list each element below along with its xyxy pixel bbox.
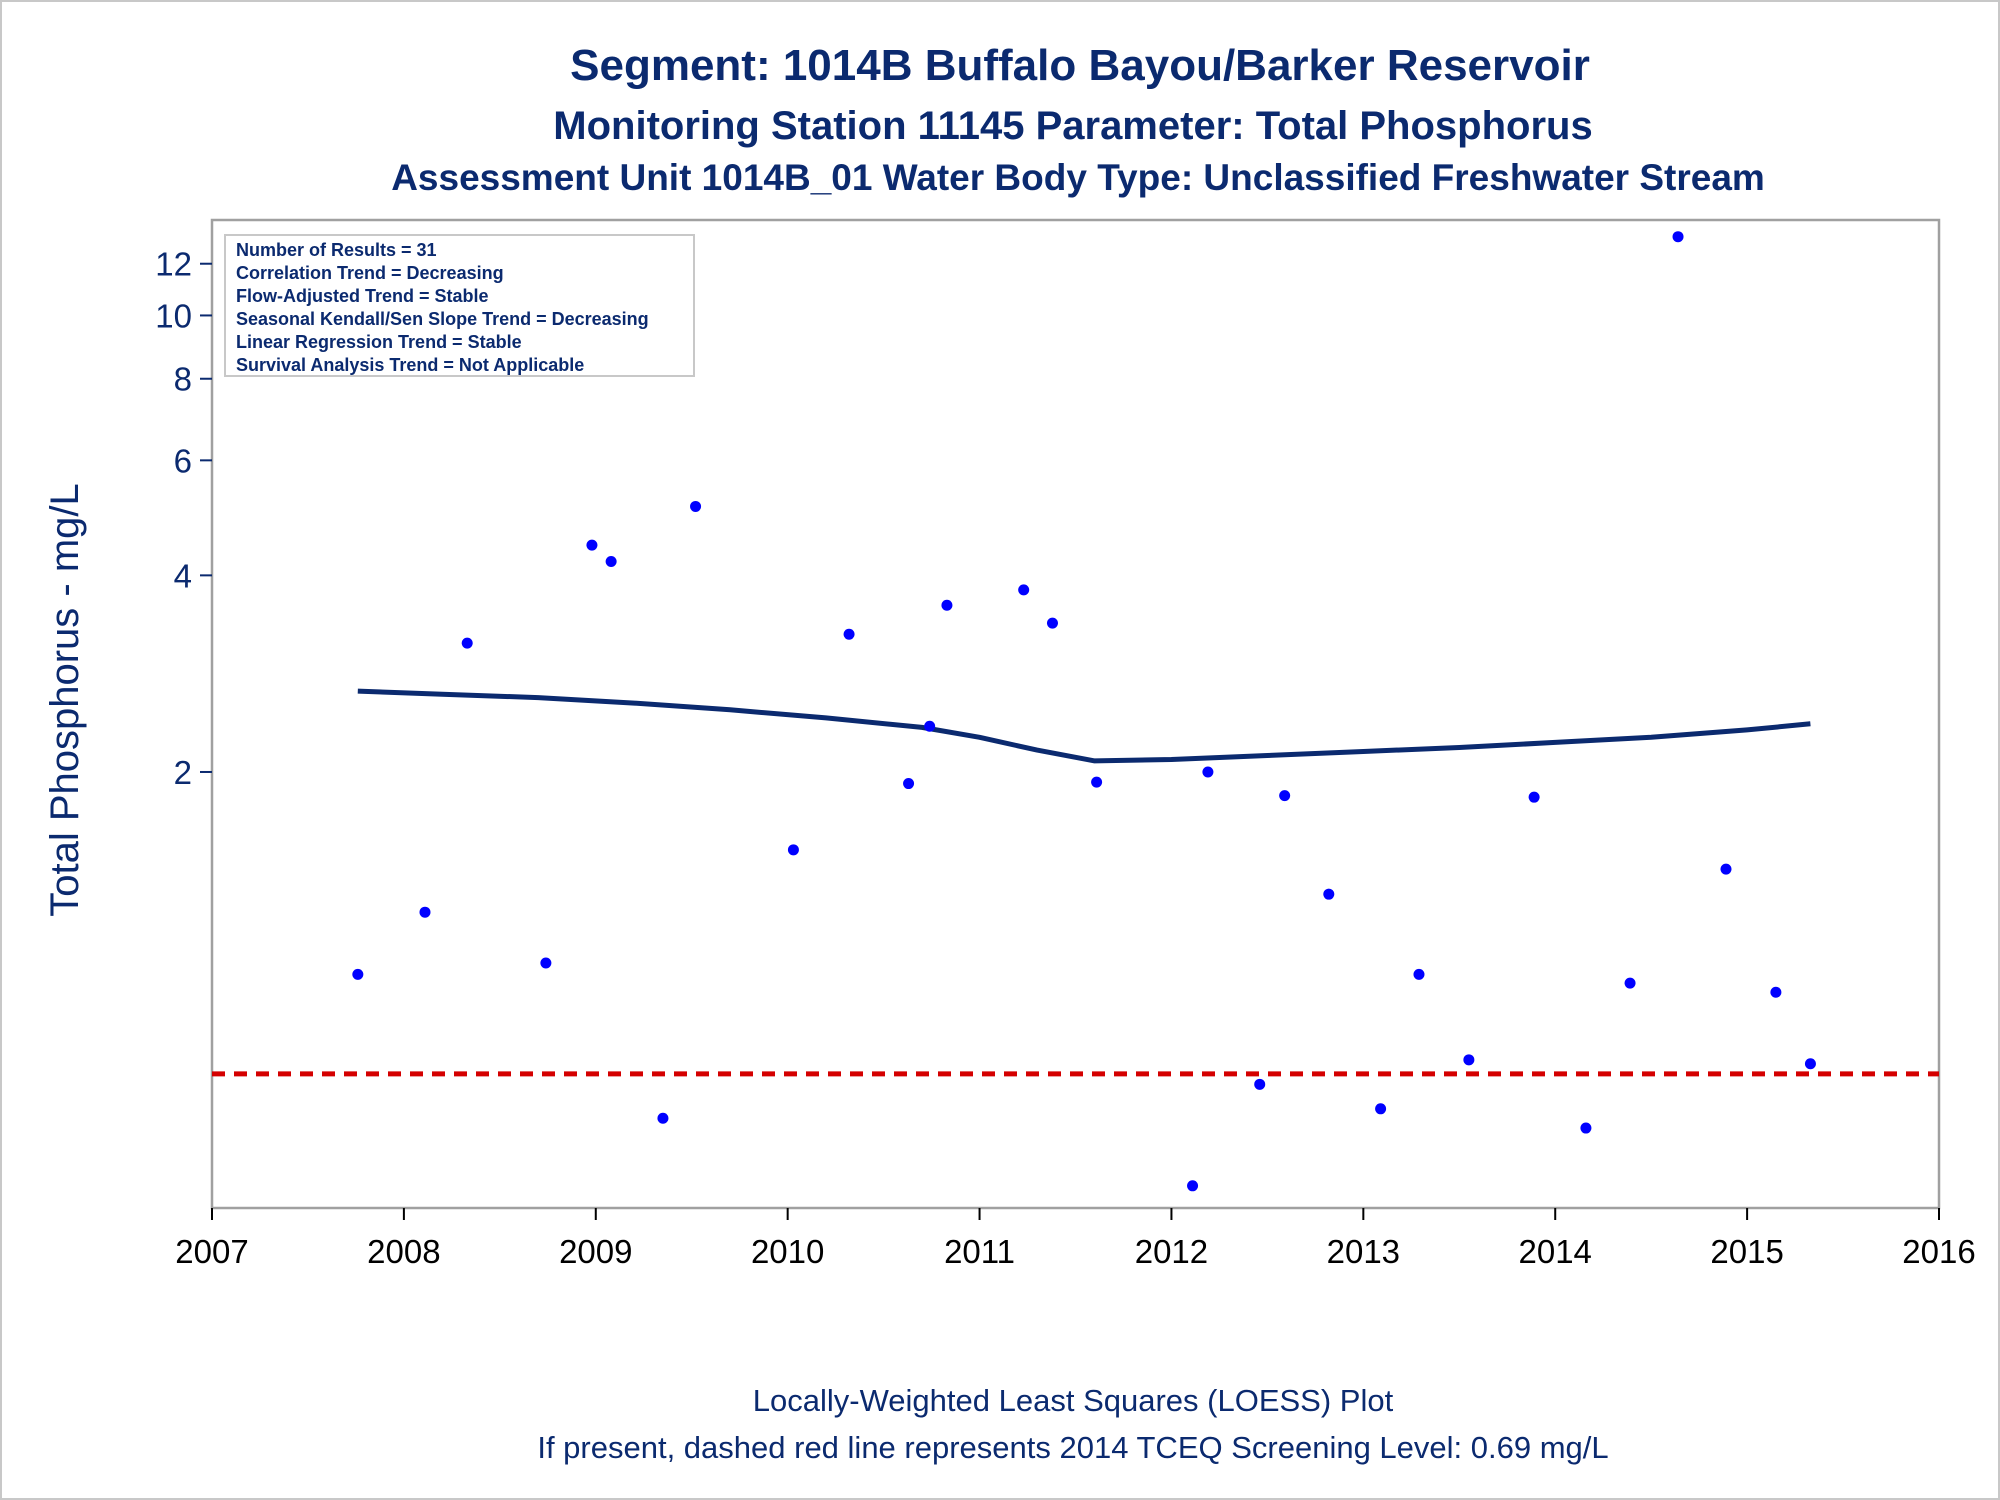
data-point bbox=[924, 720, 936, 732]
trend-summary-line: Linear Regression Trend = Stable bbox=[236, 332, 522, 352]
data-point bbox=[1804, 1058, 1816, 1070]
x-tick-label: 2010 bbox=[751, 1233, 824, 1270]
footnote-screening: If present, dashed red line represents 2… bbox=[537, 1430, 1608, 1465]
data-point bbox=[1018, 584, 1030, 596]
data-point bbox=[1279, 790, 1291, 802]
data-point bbox=[586, 539, 598, 551]
x-tick-label: 2016 bbox=[1902, 1233, 1975, 1270]
data-point bbox=[352, 968, 364, 980]
data-point bbox=[941, 599, 953, 611]
trend-summary-line: Correlation Trend = Decreasing bbox=[236, 263, 504, 283]
y-tick-label: 8 bbox=[174, 361, 192, 398]
data-point bbox=[787, 844, 799, 856]
x-tick-label: 2012 bbox=[1135, 1233, 1208, 1270]
x-tick-label: 2008 bbox=[367, 1233, 440, 1270]
data-point bbox=[843, 628, 855, 640]
data-point bbox=[419, 906, 431, 918]
y-tick-label: 10 bbox=[155, 297, 192, 334]
x-tick-label: 2014 bbox=[1519, 1233, 1592, 1270]
y-tick-label: 6 bbox=[174, 442, 192, 479]
chart-subtitle-2: Assessment Unit 1014B_01 Water Body Type… bbox=[391, 157, 1765, 198]
x-tick-label: 2013 bbox=[1327, 1233, 1400, 1270]
data-point bbox=[1254, 1078, 1266, 1090]
loess-curve bbox=[357, 688, 1811, 764]
chart-title: Segment: 1014B Buffalo Bayou/Barker Rese… bbox=[570, 41, 1590, 90]
data-point bbox=[540, 957, 552, 969]
x-tick-label: 2009 bbox=[559, 1233, 632, 1270]
y-tick-label: 2 bbox=[174, 754, 192, 791]
data-points bbox=[352, 231, 1816, 1192]
y-tick-label: 12 bbox=[155, 246, 192, 283]
data-point bbox=[1375, 1103, 1387, 1115]
data-point bbox=[1202, 766, 1214, 778]
loess-layer bbox=[357, 688, 1811, 764]
trend-summary-line: Flow-Adjusted Trend = Stable bbox=[236, 286, 489, 306]
data-point bbox=[1672, 231, 1684, 243]
data-point bbox=[1528, 791, 1540, 803]
x-tick-label: 2007 bbox=[175, 1233, 248, 1270]
data-point bbox=[605, 556, 617, 568]
data-point bbox=[1720, 863, 1732, 875]
trend-summary-line: Number of Results = 31 bbox=[236, 240, 437, 260]
trend-summary-line: Survival Analysis Trend = Not Applicable bbox=[236, 355, 584, 375]
data-point bbox=[1091, 776, 1103, 788]
trend-summary-line: Seasonal Kendall/Sen Slope Trend = Decre… bbox=[236, 309, 649, 329]
data-point bbox=[1046, 617, 1058, 629]
data-point bbox=[1413, 968, 1425, 980]
x-tick-label: 2015 bbox=[1710, 1233, 1783, 1270]
data-point bbox=[1624, 977, 1636, 989]
axis-ticks: 2007 2008 2009 2010 2011 2012 2013 2014 2015 2016… bbox=[155, 246, 1975, 1270]
y-tick-label: 4 bbox=[174, 557, 192, 594]
trend-summary-text: Number of Results = 31 Correlation Trend … bbox=[236, 240, 649, 375]
y-axis-label: Total Phosphorus - mg/L bbox=[43, 483, 87, 917]
plot-area bbox=[210, 218, 1941, 1210]
data-point bbox=[690, 500, 702, 512]
data-point bbox=[1580, 1122, 1592, 1134]
x-tick-label: 2011 bbox=[944, 1233, 1015, 1270]
trend-summary-box bbox=[224, 234, 695, 377]
data-point bbox=[657, 1112, 669, 1124]
data-point bbox=[1770, 986, 1782, 998]
footnote-method: Locally-Weighted Least Squares (LOESS) P… bbox=[753, 1383, 1394, 1418]
chart-subtitle: Monitoring Station 11145 Parameter: Tota… bbox=[553, 104, 1592, 148]
data-point bbox=[461, 637, 473, 649]
data-point bbox=[903, 778, 915, 790]
data-point bbox=[1323, 888, 1335, 900]
data-point bbox=[1463, 1054, 1475, 1066]
data-point bbox=[1187, 1180, 1199, 1192]
